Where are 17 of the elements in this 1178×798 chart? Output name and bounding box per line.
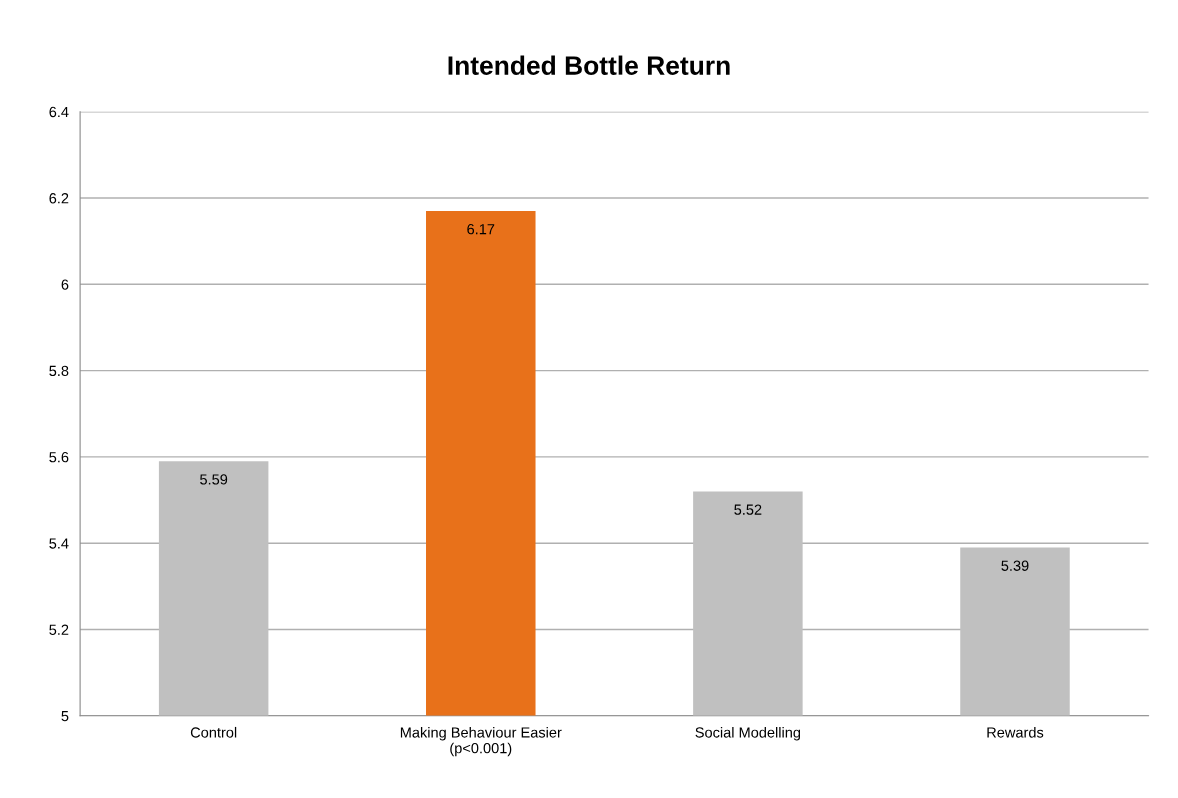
y-tick-label: 5.8 — [49, 365, 69, 377]
x-tick-label: Rewards — [987, 726, 1044, 738]
y-tick-label: 5.4 — [49, 538, 69, 549]
y-tick-label: 5 — [61, 711, 69, 722]
data-label: 6.17 — [467, 224, 495, 235]
y-tick-label: 5.2 — [49, 624, 69, 635]
y-tick-label: 6.2 — [49, 193, 69, 204]
chart-title: Intended Bottle Return — [448, 55, 730, 75]
x-tick-label: Making Behaviour Easier (p<0.001) — [400, 726, 562, 757]
data-label: 5.39 — [1001, 560, 1029, 571]
data-label: 5.59 — [200, 474, 228, 485]
y-tick-label: 6.4 — [49, 106, 69, 118]
y-tick-label: 6 — [61, 279, 69, 290]
x-tick-label: Control — [190, 726, 237, 738]
data-label: 5.52 — [734, 504, 762, 515]
x-tick-label: Social Modelling — [695, 726, 801, 741]
y-tick-label: 5.6 — [49, 452, 69, 463]
